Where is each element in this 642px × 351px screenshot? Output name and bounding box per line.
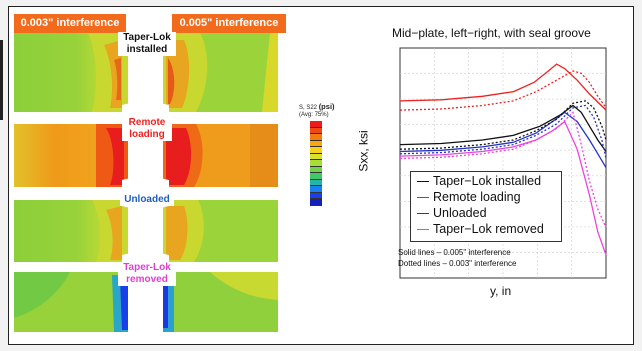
colorbar-swatch <box>310 147 322 154</box>
series-line-7 <box>399 111 607 228</box>
panel-unloaded-left <box>14 200 128 262</box>
chart-legend: Taper−Lok installed Remote loading Unloa… <box>410 171 562 242</box>
panel-removed-left <box>14 272 128 332</box>
contour-legend-title: S, S22 (psi) (Avg: 75%) <box>299 102 335 118</box>
left-edge-mark <box>0 40 3 120</box>
stage-label-installed: Taper-Lok installed <box>118 32 176 56</box>
colorbar-swatch <box>310 160 322 167</box>
series-line-5 <box>399 70 607 111</box>
colorbar-swatch <box>310 186 322 193</box>
legend-item-unloaded: Unloaded <box>417 206 487 222</box>
colorbar-swatch <box>310 140 322 147</box>
panel-remote-left <box>14 124 128 187</box>
colorbar-swatch <box>310 127 322 134</box>
colorbar-swatch <box>310 173 322 180</box>
colorbar-swatch <box>310 121 322 128</box>
plot-area <box>399 47 607 279</box>
note-dotted-lines: Dotted lines – 0.003" interference <box>398 259 517 268</box>
colorbar-swatch <box>310 166 322 173</box>
interference-tag-0.003: 0.003" interference <box>14 14 126 33</box>
colorbar-swatch <box>310 153 322 160</box>
interference-tag-0.005: 0.005" interference <box>172 14 286 33</box>
series-line-6 <box>399 104 607 159</box>
colorbar-swatch <box>310 192 322 199</box>
colorbar-swatch <box>310 134 322 141</box>
legend-item-remote: Remote loading <box>417 190 521 206</box>
contour-colorbar <box>310 121 322 206</box>
colorbar-swatch <box>310 199 322 206</box>
chart-title: Mid−plate, left−right, with seal groove <box>392 26 591 40</box>
legend-item-installed: Taper−Lok installed <box>417 174 541 190</box>
x-axis-label: y, in <box>490 284 512 298</box>
note-solid-lines: Solid lines – 0.005" interference <box>398 248 511 257</box>
legend-item-removed: Taper−Lok removed <box>417 222 544 238</box>
stage-label-removed: Taper-Lok removed <box>118 262 176 286</box>
panel-removed-right <box>163 272 278 332</box>
panel-remote-right <box>163 124 278 187</box>
series-line-4 <box>399 100 607 150</box>
series-line-1 <box>399 63 607 111</box>
panel-unloaded-right <box>163 200 278 262</box>
colorbar-swatch <box>310 179 322 186</box>
panel-installed-right <box>163 33 278 112</box>
stage-label-remote-loading: Remote loading <box>122 117 172 141</box>
stage-label-unloaded: Unloaded <box>120 194 174 206</box>
